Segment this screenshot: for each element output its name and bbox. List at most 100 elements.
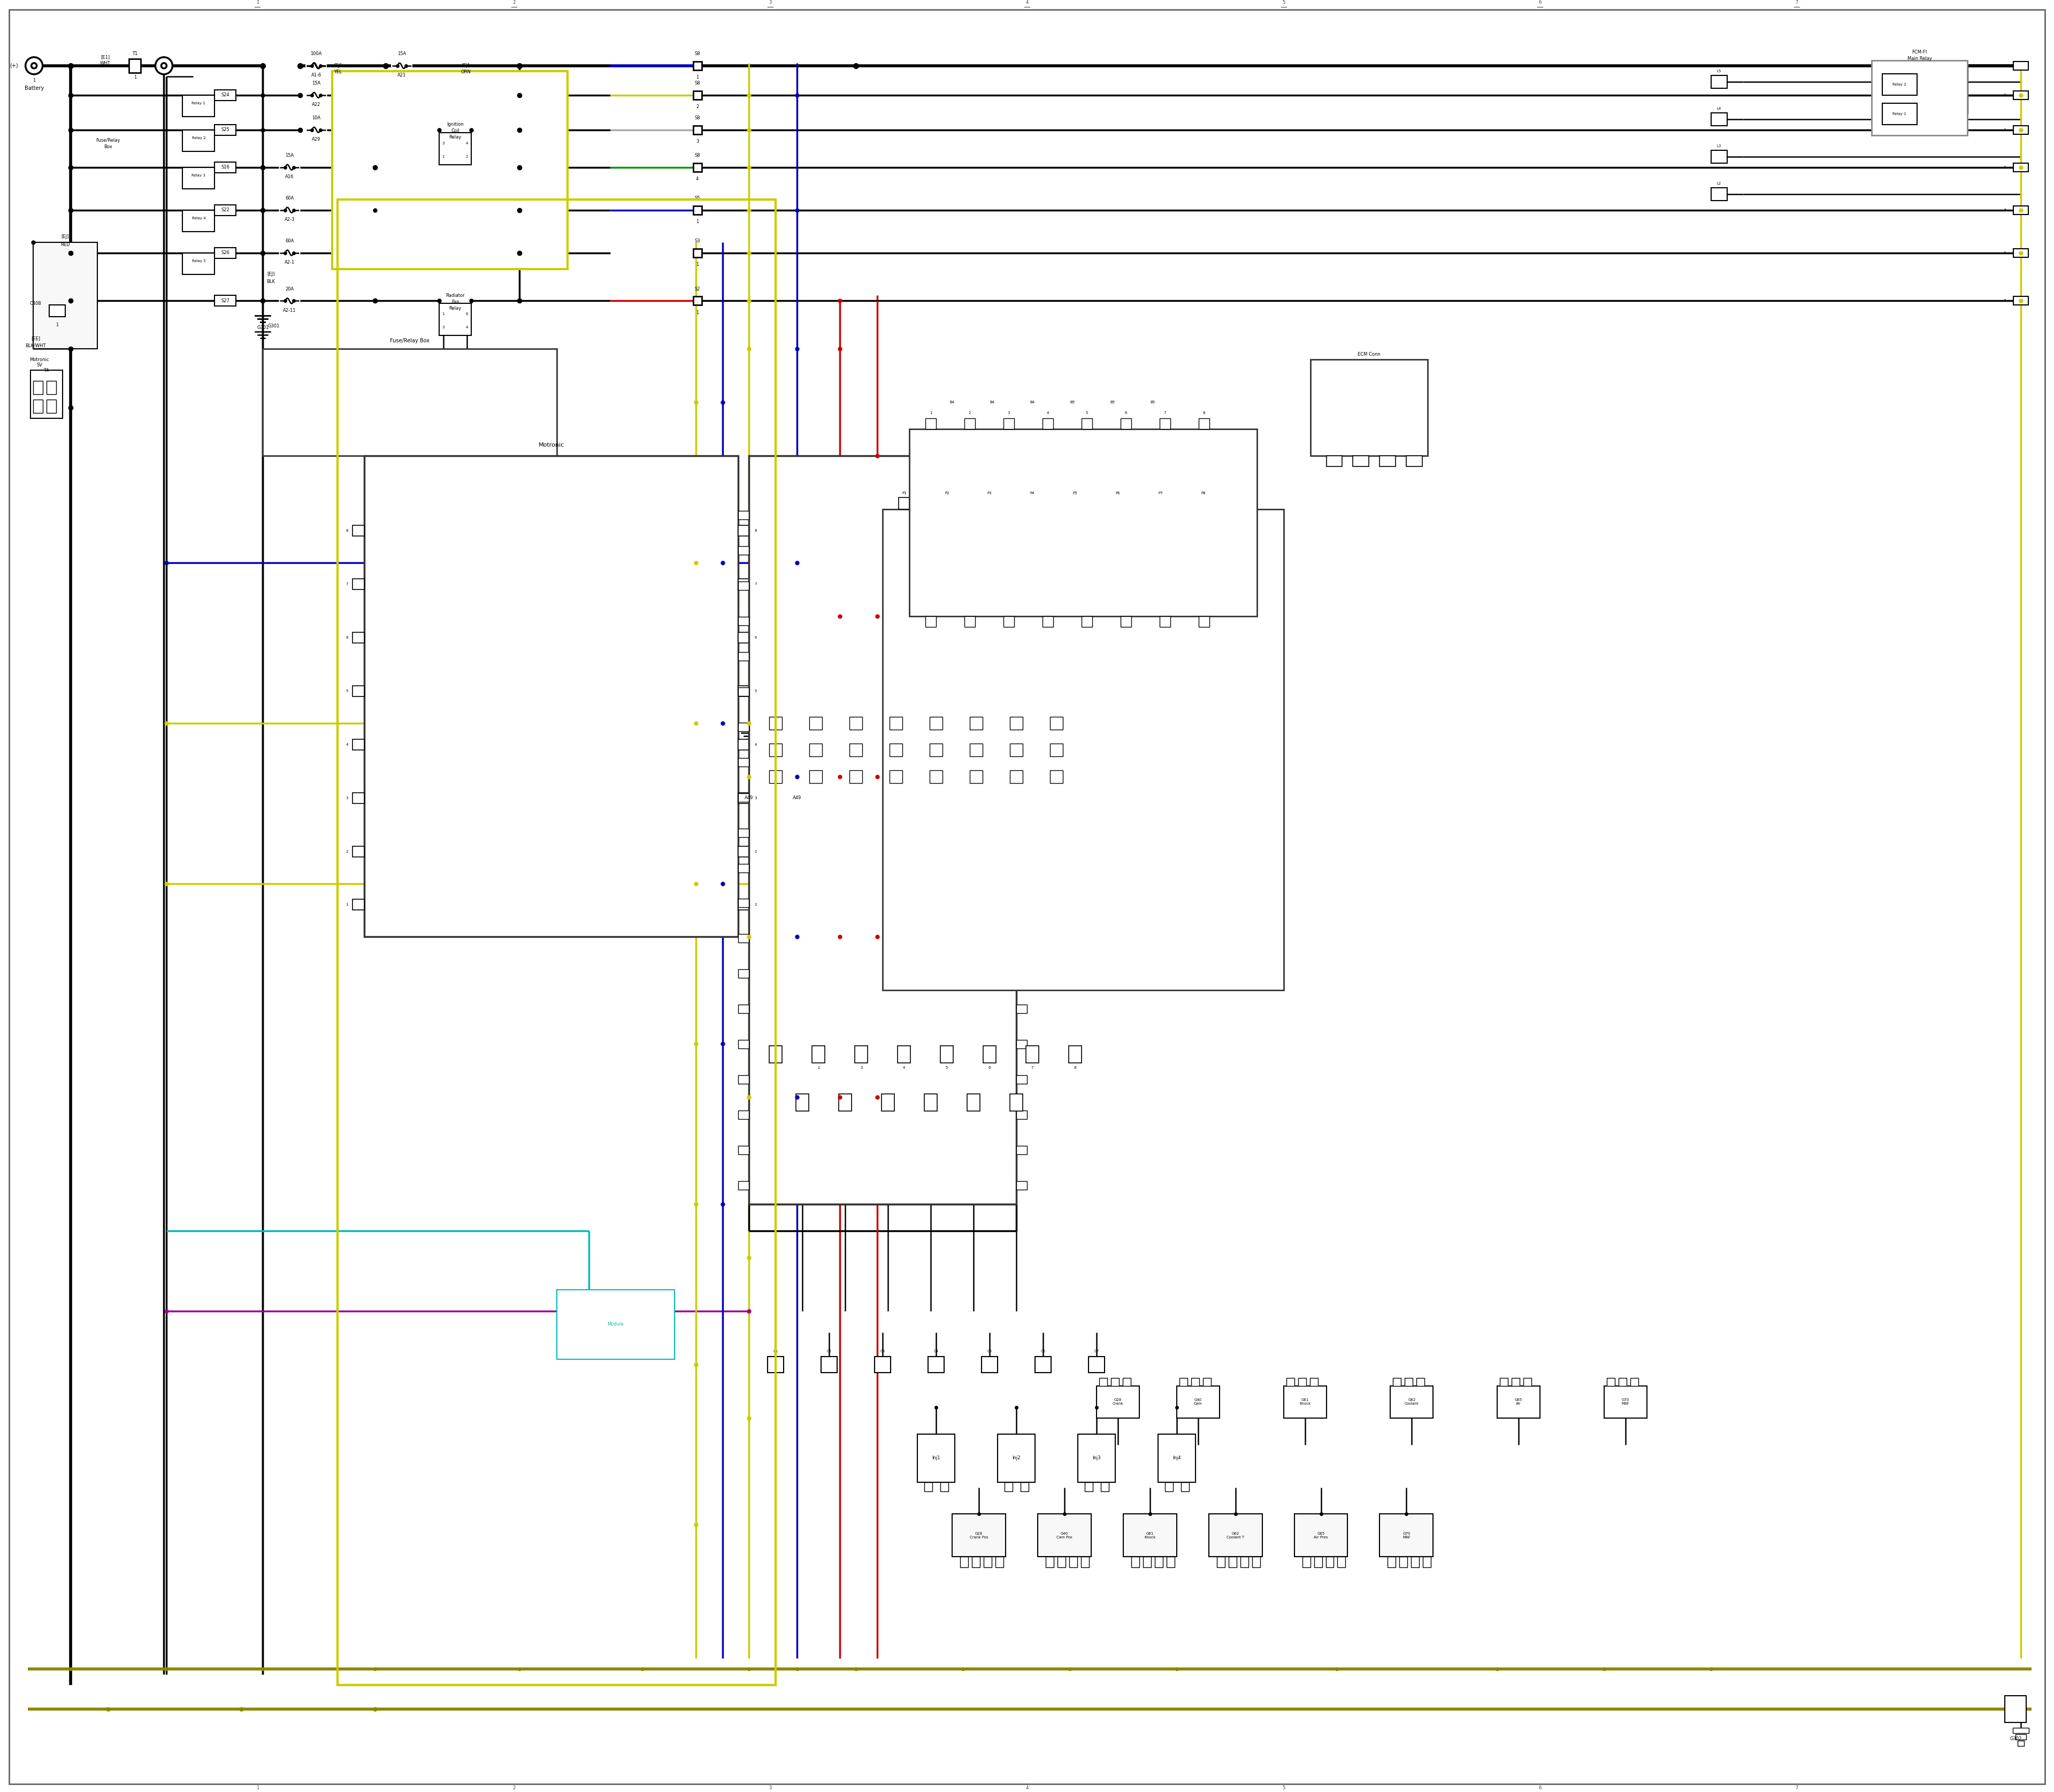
Bar xyxy=(1017,1075,1027,1084)
Text: Relay 3: Relay 3 xyxy=(191,174,205,177)
Bar xyxy=(1399,1557,1407,1568)
Text: 2: 2 xyxy=(969,412,972,414)
Text: 6: 6 xyxy=(754,636,756,640)
Text: 1: 1 xyxy=(696,262,698,267)
Bar xyxy=(1017,900,1027,907)
Text: 7: 7 xyxy=(1795,0,1797,5)
Bar xyxy=(1325,1557,1333,1568)
Bar xyxy=(850,744,863,756)
Bar xyxy=(737,792,750,803)
Bar xyxy=(692,206,702,215)
Bar xyxy=(737,846,750,857)
Bar xyxy=(969,771,982,783)
Bar xyxy=(47,382,55,394)
Bar xyxy=(1179,1378,1187,1385)
Bar xyxy=(353,686,364,697)
Bar xyxy=(750,455,1017,1204)
Bar xyxy=(692,163,702,172)
Bar xyxy=(1142,1557,1150,1568)
Bar xyxy=(1004,419,1015,428)
Bar xyxy=(1161,419,1171,428)
Bar xyxy=(1204,1378,1212,1385)
Text: 8: 8 xyxy=(1204,412,1206,414)
Bar xyxy=(965,616,976,627)
Bar xyxy=(49,305,66,317)
Text: Fuse/Relay Box: Fuse/Relay Box xyxy=(390,339,429,344)
Bar xyxy=(2005,1695,2027,1722)
Text: WHT: WHT xyxy=(101,61,111,66)
Bar xyxy=(183,129,216,151)
Bar xyxy=(1011,771,1023,783)
Text: Box: Box xyxy=(103,145,113,149)
Bar xyxy=(1881,104,1916,124)
Text: 4: 4 xyxy=(345,744,349,745)
Bar xyxy=(1101,1482,1109,1491)
Text: S27: S27 xyxy=(222,299,230,303)
Bar xyxy=(1017,616,1027,625)
Text: L5: L5 xyxy=(1717,70,1721,73)
Bar xyxy=(770,1047,783,1063)
Bar xyxy=(737,652,750,661)
Bar xyxy=(1124,1378,1130,1385)
Bar xyxy=(1497,1385,1540,1417)
Bar xyxy=(1111,1378,1119,1385)
Bar xyxy=(692,249,702,256)
Bar xyxy=(737,525,750,536)
Bar xyxy=(1310,360,1428,455)
Bar xyxy=(333,72,567,269)
Circle shape xyxy=(25,57,43,73)
Text: 2: 2 xyxy=(696,104,698,109)
Text: 7: 7 xyxy=(1031,1066,1033,1070)
Text: G302: G302 xyxy=(2009,1736,2021,1742)
Bar xyxy=(2013,206,2029,215)
Text: A16: A16 xyxy=(286,174,294,179)
Text: 100A: 100A xyxy=(310,52,322,56)
Bar xyxy=(440,133,470,165)
Text: 15A: 15A xyxy=(396,52,407,56)
Text: T1: T1 xyxy=(131,52,138,56)
Bar xyxy=(889,771,902,783)
Text: 3: 3 xyxy=(754,796,756,799)
Bar xyxy=(1197,498,1208,509)
Text: 6: 6 xyxy=(1538,1785,1540,1790)
Bar xyxy=(216,204,236,215)
Bar xyxy=(1011,717,1023,729)
Text: 7: 7 xyxy=(1795,1785,1797,1790)
Bar xyxy=(1017,722,1027,731)
Text: [EJ]: [EJ] xyxy=(267,272,275,276)
Bar xyxy=(1216,1557,1224,1568)
Text: Fuse/Relay: Fuse/Relay xyxy=(97,138,119,143)
Bar xyxy=(1058,1557,1066,1568)
Bar xyxy=(1405,1378,1413,1385)
Bar xyxy=(692,61,702,70)
Text: G62
Coolant: G62 Coolant xyxy=(1405,1398,1419,1405)
Text: 1: 1 xyxy=(345,903,349,907)
Bar xyxy=(1124,1514,1177,1557)
Text: G70
MAF: G70 MAF xyxy=(1621,1398,1629,1405)
Bar xyxy=(1017,864,1027,873)
Text: RED: RED xyxy=(60,242,70,247)
Text: B5: B5 xyxy=(1150,401,1154,403)
Bar xyxy=(2017,1740,2025,1745)
Bar xyxy=(982,1357,998,1373)
Text: 5: 5 xyxy=(1087,412,1089,414)
Bar xyxy=(183,210,216,231)
Bar xyxy=(926,616,937,627)
Bar xyxy=(967,1093,980,1111)
Text: 1: 1 xyxy=(754,903,756,907)
Bar xyxy=(883,509,1284,991)
Text: Battery: Battery xyxy=(25,86,43,91)
Text: 1: 1 xyxy=(442,154,444,158)
Bar xyxy=(969,717,982,729)
Text: 1: 1 xyxy=(257,0,259,5)
Bar xyxy=(1711,151,1727,163)
Text: S8: S8 xyxy=(694,116,700,120)
Text: 2: 2 xyxy=(466,154,468,158)
Text: 7: 7 xyxy=(2003,299,2007,303)
Bar xyxy=(364,455,737,937)
Bar xyxy=(930,717,943,729)
Bar xyxy=(1423,1557,1432,1568)
Bar xyxy=(1050,771,1062,783)
Bar xyxy=(737,1181,750,1190)
Bar xyxy=(1017,581,1027,590)
